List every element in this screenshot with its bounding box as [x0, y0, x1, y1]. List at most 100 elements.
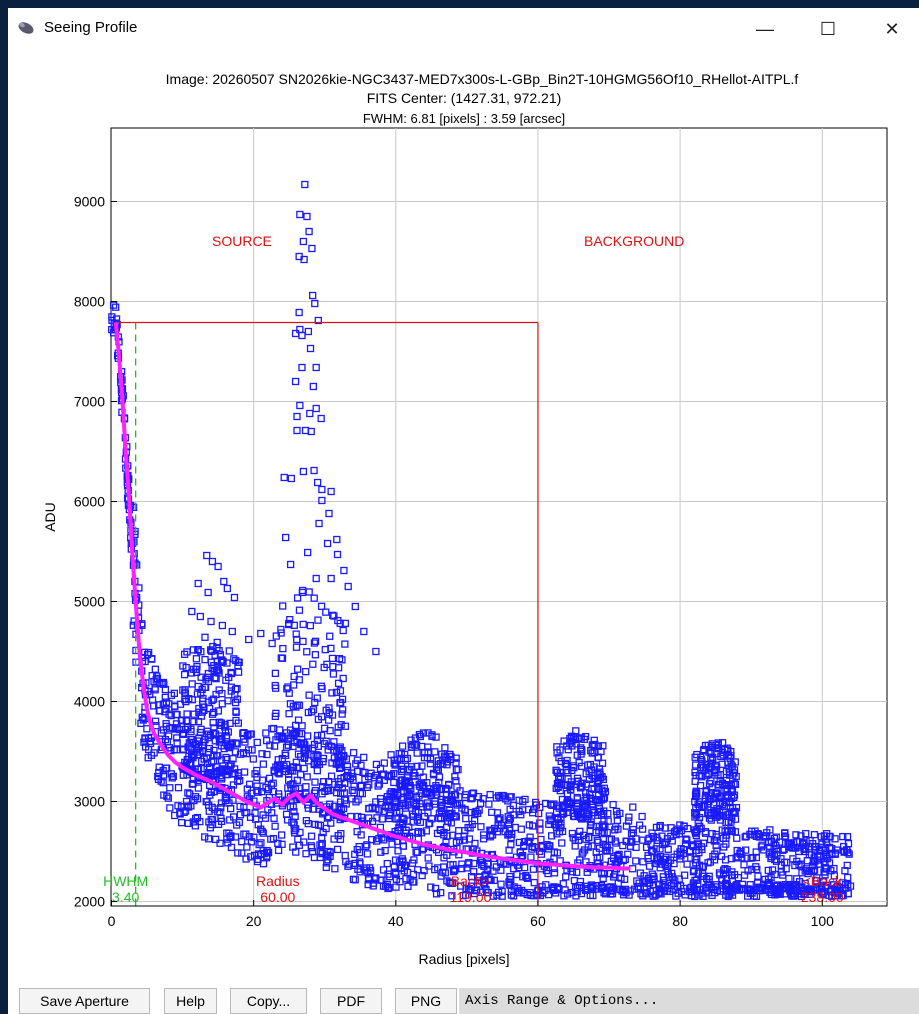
data-point — [197, 673, 205, 681]
data-point — [298, 363, 306, 372]
data-point — [399, 857, 407, 865]
copy-button[interactable]: Copy... — [230, 988, 307, 1014]
title-bar[interactable]: Seeing Profile — ☐ ✕ — [8, 8, 919, 50]
data-point — [538, 843, 547, 851]
data-point — [259, 760, 268, 768]
data-point — [779, 871, 787, 879]
data-point — [277, 831, 286, 839]
data-point — [589, 806, 597, 814]
data-point — [285, 710, 293, 718]
png-button[interactable]: PNG — [395, 988, 457, 1014]
data-point — [514, 889, 522, 897]
data-point — [711, 888, 719, 897]
data-point — [820, 878, 828, 886]
data-point — [764, 866, 772, 875]
help-button[interactable]: Help — [164, 988, 217, 1014]
data-point — [282, 760, 291, 769]
data-point — [550, 855, 558, 863]
data-point — [334, 778, 343, 786]
maximize-button[interactable]: ☐ — [819, 18, 837, 39]
data-point — [317, 602, 326, 610]
data-point — [311, 299, 319, 308]
data-point — [272, 684, 280, 692]
data-point — [470, 817, 479, 825]
data-point — [714, 745, 723, 753]
data-point — [309, 706, 318, 714]
data-point — [236, 776, 244, 785]
data-point — [257, 839, 265, 847]
data-point — [296, 828, 304, 837]
data-point — [642, 843, 651, 852]
data-point — [299, 467, 308, 476]
data-point — [431, 748, 439, 756]
data-point — [212, 835, 220, 844]
data-point — [292, 643, 301, 651]
data-point — [344, 582, 352, 591]
data-point — [724, 751, 732, 759]
data-point — [330, 738, 338, 746]
data-point — [336, 743, 344, 751]
data-point — [748, 865, 756, 873]
data-point — [477, 823, 485, 831]
data-point — [334, 723, 342, 731]
data-point — [594, 754, 602, 762]
pdf-button[interactable]: PDF — [320, 988, 382, 1014]
data-point — [362, 864, 371, 872]
data-point — [765, 848, 773, 856]
data-point — [306, 344, 315, 353]
data-point — [741, 833, 749, 841]
data-point — [390, 778, 398, 787]
data-point — [271, 669, 280, 677]
data-point — [801, 890, 809, 899]
data-point — [731, 871, 739, 879]
data-point — [691, 777, 699, 786]
data-point — [422, 827, 431, 835]
data-point — [337, 806, 345, 814]
data-point — [740, 861, 748, 869]
data-point — [691, 813, 699, 821]
data-point — [408, 859, 417, 867]
data-point — [252, 815, 260, 823]
data-point — [670, 885, 678, 893]
data-point — [144, 754, 152, 762]
data-point — [600, 823, 608, 831]
data-point — [398, 819, 406, 828]
bottom-toolbar: Save Aperture Help Copy... PDF PNG Axis … — [8, 984, 919, 1014]
data-point — [167, 770, 175, 778]
data-point — [277, 733, 286, 742]
data-point — [177, 717, 186, 725]
data-point — [427, 790, 436, 798]
marker-value-label: 238.00 — [801, 889, 844, 905]
data-point — [172, 746, 181, 754]
data-point — [336, 687, 345, 695]
data-point — [212, 674, 220, 683]
axis-range-options-button[interactable]: Axis Range & Options... — [459, 988, 919, 1014]
data-point — [298, 331, 306, 340]
data-point — [162, 764, 170, 772]
data-point — [190, 710, 198, 718]
data-point — [576, 827, 584, 836]
data-point — [612, 823, 620, 831]
data-point — [488, 808, 496, 816]
data-point — [166, 804, 174, 812]
data-point — [789, 844, 797, 852]
data-point — [767, 837, 775, 845]
data-point — [448, 892, 456, 900]
close-button[interactable]: ✕ — [884, 18, 900, 39]
data-point — [831, 835, 839, 843]
minimize-button[interactable]: — — [756, 18, 774, 39]
data-point — [609, 800, 617, 809]
data-point — [206, 764, 214, 772]
data-point — [497, 880, 505, 888]
data-point — [721, 856, 730, 864]
marker-value-label: 3.40 — [112, 889, 139, 905]
data-point — [663, 862, 672, 871]
data-point — [311, 820, 319, 829]
data-point — [573, 868, 581, 876]
data-point — [385, 814, 393, 823]
fits-center-label: FITS Center: (1427.31, 972.21) — [367, 90, 562, 106]
save-aperture-button[interactable]: Save Aperture — [19, 988, 150, 1014]
data-point — [667, 832, 675, 840]
data-point — [449, 879, 457, 887]
data-point — [711, 837, 719, 845]
